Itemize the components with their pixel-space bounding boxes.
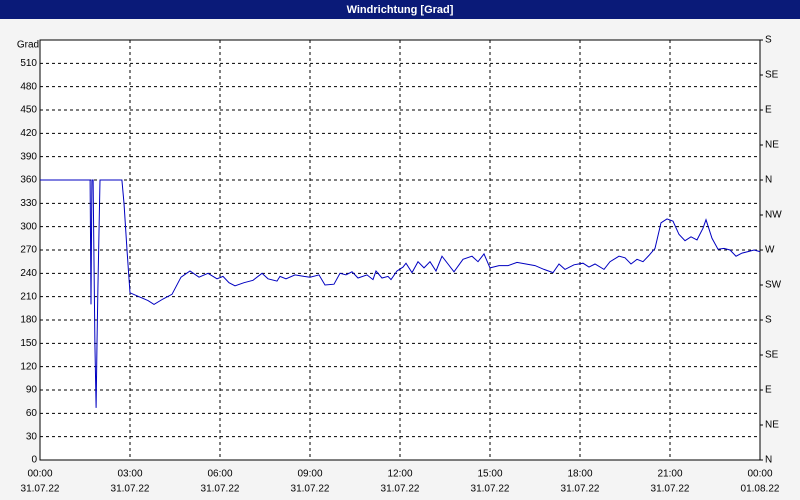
y-tick-label: 300 <box>20 221 37 232</box>
y-tick-label: 510 <box>20 58 37 69</box>
chart-title: Windrichtung [Grad] <box>347 4 454 16</box>
y2-tick-label: S <box>765 35 772 46</box>
data-line <box>40 179 761 408</box>
y2-tick-label: N <box>765 455 772 466</box>
x-tick-date: 31.07.22 <box>651 484 690 495</box>
x-tick-date: 31.07.22 <box>201 484 240 495</box>
y-tick-label: 210 <box>20 291 37 302</box>
y-tick-label: 390 <box>20 151 37 162</box>
y-tick-label: 90 <box>26 385 38 396</box>
y-tick-label: 0 <box>31 455 37 466</box>
y2-tick-label: S <box>765 315 772 326</box>
x-tick-label: 12:00 <box>387 469 412 480</box>
y2-tick-label: SW <box>765 280 782 291</box>
y-tick-label: 480 <box>20 81 37 92</box>
y2-tick-label: NE <box>765 140 779 151</box>
y2-tick-label: N <box>765 175 772 186</box>
y-tick-label: 270 <box>20 245 37 256</box>
y-tick-label: 60 <box>26 408 38 419</box>
y2-tick-label: SE <box>765 350 779 361</box>
y-axis-label: Grad <box>17 40 39 51</box>
y2-tick-label: NW <box>765 210 782 221</box>
x-tick-label: 18:00 <box>567 469 592 480</box>
title-bar <box>0 0 800 19</box>
x-tick-label: 06:00 <box>207 469 232 480</box>
y2-tick-label: SE <box>765 70 779 81</box>
y-tick-label: 120 <box>20 361 37 372</box>
y-tick-label: 180 <box>20 315 37 326</box>
x-tick-date: 31.07.22 <box>561 484 600 495</box>
y-tick-label: 30 <box>26 431 38 442</box>
x-tick-date: 31.07.22 <box>111 484 150 495</box>
y2-tick-label: W <box>765 245 775 256</box>
y-tick-label: 450 <box>20 105 37 116</box>
y-tick-label: 420 <box>20 128 37 139</box>
x-tick-date: 01.08.22 <box>741 484 780 495</box>
y-tick-label: 240 <box>20 268 37 279</box>
x-tick-label: 00:00 <box>747 469 772 480</box>
x-tick-label: 15:00 <box>477 469 502 480</box>
y-tick-label: 360 <box>20 175 37 186</box>
y2-tick-label: E <box>765 105 772 116</box>
x-tick-date: 31.07.22 <box>381 484 420 495</box>
y-tick-label: 150 <box>20 338 37 349</box>
y2-tick-label: NE <box>765 420 779 431</box>
y-tick-label: 330 <box>20 198 37 209</box>
y2-tick-label: E <box>765 385 772 396</box>
x-tick-date: 31.07.22 <box>21 484 60 495</box>
x-tick-label: 03:00 <box>117 469 142 480</box>
x-tick-label: 21:00 <box>657 469 682 480</box>
x-tick-label: 00:00 <box>27 469 52 480</box>
x-tick-date: 31.07.22 <box>471 484 510 495</box>
x-tick-date: 31.07.22 <box>291 484 330 495</box>
x-tick-label: 09:00 <box>297 469 322 480</box>
